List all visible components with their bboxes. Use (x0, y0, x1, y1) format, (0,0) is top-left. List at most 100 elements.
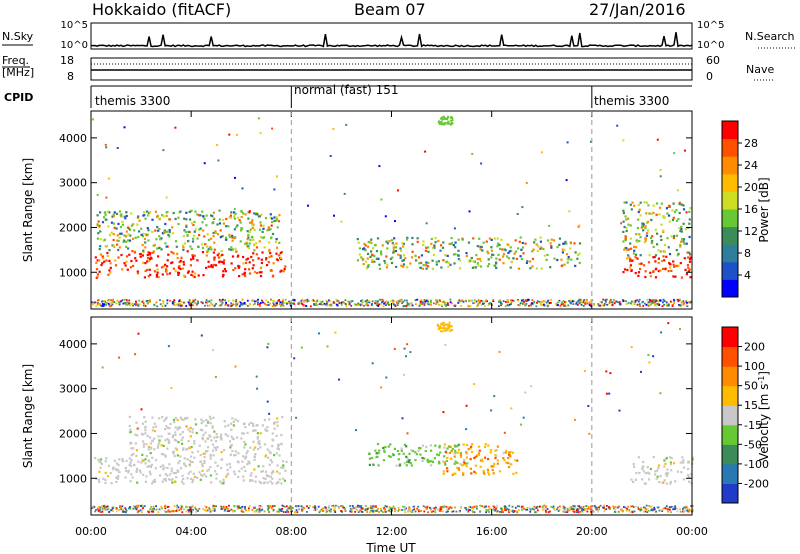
range-gate-cell (408, 509, 410, 512)
range-gate-cell (300, 508, 303, 511)
range-gate-cell (98, 259, 101, 262)
range-gate-cell (529, 510, 532, 513)
range-gate-cell (377, 452, 380, 455)
range-gate-cell (358, 505, 361, 508)
range-gate-cell (127, 471, 130, 474)
range-gate-cell (539, 505, 541, 508)
range-gate-cell (182, 448, 185, 451)
range-gate-cell (672, 275, 675, 278)
range-gate-cell (506, 255, 509, 258)
y-tick-label: 4000 (59, 132, 87, 145)
range-gate-cell (249, 238, 252, 241)
range-gate-cell (539, 236, 542, 239)
range-gate-cell (247, 257, 250, 260)
range-gate-cell (260, 271, 263, 274)
range-gate-cell (248, 221, 252, 224)
range-gate-cell (642, 304, 645, 307)
range-gate-cell (99, 506, 102, 509)
range-gate-cell (216, 436, 219, 439)
range-gate-cell (525, 181, 528, 184)
range-gate-cell (590, 303, 592, 306)
range-gate-cell (558, 505, 561, 508)
range-gate-cell (657, 464, 660, 467)
range-gate-cell (648, 472, 651, 475)
range-gate-cell (144, 462, 147, 465)
range-gate-cell (538, 300, 541, 303)
range-gate-cell (226, 304, 229, 306)
range-gate-cell (174, 217, 177, 221)
range-gate-cell (354, 510, 357, 513)
range-gate-cell (212, 416, 215, 419)
range-gate-cell (392, 243, 395, 246)
range-gate-cell (240, 215, 243, 219)
range-gate-cell (164, 263, 167, 266)
range-gate-cell (283, 301, 285, 304)
range-gate-cell (207, 265, 210, 268)
range-gate-cell (506, 304, 509, 306)
range-gate-cell (443, 443, 447, 446)
range-gate-cell (486, 265, 489, 268)
range-gate-cell (201, 210, 204, 213)
range-gate-cell (258, 506, 261, 508)
range-gate-cell (392, 249, 395, 252)
range-gate-cell (600, 301, 603, 304)
range-gate-cell (220, 300, 223, 302)
range-gate-cell (136, 216, 139, 219)
range-gate-cell (131, 303, 133, 305)
range-gate-cell (486, 250, 489, 253)
range-gate-cell (213, 248, 216, 251)
range-gate-cell (181, 436, 184, 439)
range-gate-cell (498, 350, 501, 353)
range-gate-cell (380, 509, 383, 512)
range-gate-cell (374, 302, 376, 305)
range-gate-cell (254, 510, 257, 512)
range-gate-cell (404, 508, 406, 511)
range-gate-cell (102, 477, 105, 480)
range-gate-cell (626, 509, 628, 512)
range-gate-cell (227, 424, 230, 427)
range-gate-cell (237, 452, 240, 455)
range-gate-cell (230, 246, 233, 249)
range-gate-cell (263, 418, 266, 422)
range-gate-cell (518, 304, 521, 307)
range-gate-cell (201, 469, 204, 472)
range-gate-cell (234, 303, 237, 306)
range-gate-cell (174, 480, 177, 483)
range-gate-cell (668, 205, 671, 209)
range-gate-cell (658, 509, 661, 512)
range-gate-cell (513, 252, 516, 255)
range-gate-cell (334, 331, 337, 334)
range-gate-cell (396, 300, 399, 302)
range-gate-cell (128, 507, 130, 510)
range-gate-cell (150, 463, 153, 466)
range-gate-cell (438, 304, 441, 306)
range-gate-cell (370, 238, 373, 241)
range-gate-cell (631, 300, 634, 303)
range-gate-cell (472, 237, 475, 240)
range-gate-cell (458, 510, 461, 513)
range-gate-cell (406, 343, 409, 346)
range-gate-cell (258, 440, 261, 443)
range-gate-cell (535, 305, 538, 308)
range-gate-cell (349, 510, 352, 513)
range-gate-cell (688, 258, 692, 261)
range-gate-cell (376, 237, 380, 240)
range-gate-cell (463, 461, 466, 464)
range-gate-cell (359, 509, 362, 512)
range-gate-cell (158, 235, 161, 238)
range-gate-cell (128, 228, 132, 231)
range-gate-cell (146, 434, 149, 437)
range-gate-cell (166, 259, 169, 262)
range-gate-cell (191, 255, 195, 258)
range-gate-cell (512, 472, 515, 475)
colorbar-tick-label: 12 (744, 225, 758, 238)
range-gate-cell (228, 236, 231, 239)
range-gate-cell (479, 245, 482, 248)
nave-tick-high: 60 (706, 54, 720, 67)
range-gate-cell (165, 511, 167, 513)
range-gate-cell (207, 248, 210, 251)
range-gate-cell (137, 460, 140, 463)
range-gate-cell (210, 481, 213, 484)
range-gate-cell (246, 242, 249, 245)
range-gate-cell (166, 474, 169, 477)
